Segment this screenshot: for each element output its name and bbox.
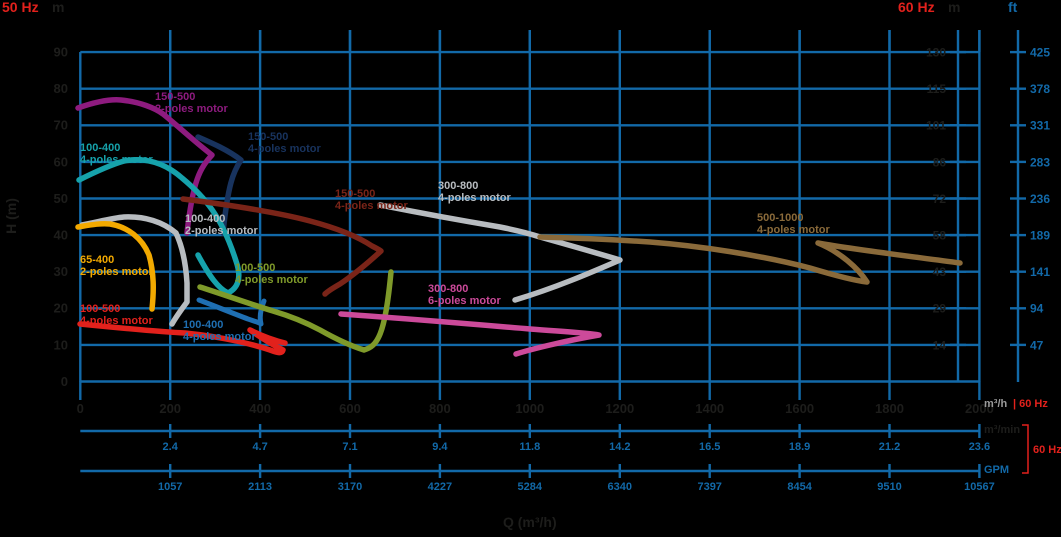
- svg-text:300-800: 300-800: [438, 180, 478, 192]
- svg-text:0: 0: [77, 401, 84, 416]
- svg-text:14: 14: [933, 338, 947, 352]
- svg-text:5284: 5284: [518, 481, 543, 493]
- svg-text:800: 800: [429, 401, 451, 416]
- svg-text:80: 80: [54, 81, 68, 96]
- svg-text:150-500: 150-500: [335, 188, 375, 200]
- svg-text:H (m): H (m): [3, 198, 19, 234]
- svg-text:100-400: 100-400: [183, 319, 223, 331]
- svg-text:2-poles motor: 2-poles motor: [185, 225, 258, 237]
- svg-text:94: 94: [1030, 302, 1044, 316]
- svg-text:115: 115: [927, 82, 947, 96]
- svg-text:7397: 7397: [697, 481, 721, 493]
- svg-text:4-poles motor: 4-poles motor: [248, 143, 321, 155]
- svg-text:60 Hz: 60 Hz: [898, 0, 935, 15]
- svg-text:2-poles motor: 2-poles motor: [155, 103, 228, 115]
- svg-text:65-400: 65-400: [80, 254, 114, 266]
- svg-text:2113: 2113: [248, 481, 272, 493]
- svg-text:10567: 10567: [964, 481, 995, 493]
- svg-text:4-poles motor: 4-poles motor: [757, 224, 830, 236]
- svg-text:30: 30: [54, 264, 68, 279]
- svg-text:40: 40: [54, 228, 68, 243]
- svg-text:1600: 1600: [785, 401, 814, 416]
- svg-text:18.9: 18.9: [789, 441, 810, 453]
- svg-text:29: 29: [933, 302, 947, 316]
- svg-text:100-400: 100-400: [80, 142, 120, 154]
- svg-text:331: 331: [1030, 119, 1050, 133]
- svg-text:90: 90: [54, 45, 68, 60]
- svg-text:43: 43: [933, 265, 947, 279]
- svg-text:150-500: 150-500: [155, 91, 195, 103]
- svg-text:100-500: 100-500: [235, 262, 275, 274]
- svg-text:4-poles motor: 4-poles motor: [80, 154, 153, 166]
- svg-text:60 Hz: 60 Hz: [1033, 444, 1061, 456]
- svg-text:9.4: 9.4: [432, 441, 448, 453]
- svg-text:425: 425: [1030, 46, 1050, 60]
- svg-text:2.4: 2.4: [163, 441, 179, 453]
- svg-text:4-poles motor: 4-poles motor: [80, 315, 153, 327]
- svg-text:141: 141: [1030, 265, 1050, 279]
- svg-text:2-poles motor: 2-poles motor: [80, 266, 153, 278]
- svg-text:50 Hz: 50 Hz: [2, 0, 39, 15]
- svg-text:150-500: 150-500: [248, 131, 288, 143]
- svg-text:189: 189: [1030, 229, 1050, 243]
- svg-text:4-poles motor: 4-poles motor: [183, 331, 256, 343]
- svg-text:0: 0: [61, 374, 68, 389]
- svg-text:236: 236: [1030, 192, 1050, 206]
- svg-text:47: 47: [1030, 338, 1044, 352]
- svg-text:4-poles motor: 4-poles motor: [335, 200, 408, 212]
- svg-text:ft: ft: [1008, 0, 1018, 15]
- svg-text:70: 70: [54, 118, 68, 133]
- svg-text:23.6: 23.6: [969, 441, 990, 453]
- svg-text:1400: 1400: [695, 401, 724, 416]
- svg-text:m: m: [52, 0, 64, 15]
- svg-text:GPM: GPM: [984, 464, 1009, 476]
- svg-text:86: 86: [933, 155, 947, 169]
- svg-text:14.2: 14.2: [609, 441, 630, 453]
- svg-text:7.1: 7.1: [342, 441, 357, 453]
- svg-text:Q (m³/h): Q (m³/h): [503, 514, 557, 530]
- svg-text:4-poles motor: 4-poles motor: [438, 192, 511, 204]
- svg-text:1000: 1000: [515, 401, 544, 416]
- svg-text:50: 50: [54, 191, 68, 206]
- svg-text:16.5: 16.5: [699, 441, 720, 453]
- svg-text:10: 10: [54, 337, 68, 352]
- svg-text:3170: 3170: [338, 481, 362, 493]
- svg-text:4.7: 4.7: [252, 441, 267, 453]
- svg-text:| 60 Hz: | 60 Hz: [1013, 398, 1048, 410]
- svg-text:1200: 1200: [605, 401, 634, 416]
- svg-text:101: 101: [926, 119, 946, 133]
- svg-text:378: 378: [1030, 82, 1050, 96]
- svg-text:1057: 1057: [158, 481, 182, 493]
- svg-text:60: 60: [54, 154, 68, 169]
- svg-text:m³/h: m³/h: [984, 398, 1008, 410]
- svg-text:100-400: 100-400: [185, 213, 225, 225]
- svg-text:58: 58: [933, 229, 947, 243]
- svg-text:11.8: 11.8: [519, 441, 540, 453]
- svg-text:130: 130: [926, 46, 946, 60]
- svg-text:600: 600: [339, 401, 361, 416]
- svg-text:72: 72: [933, 192, 947, 206]
- svg-text:100-500: 100-500: [80, 303, 120, 315]
- svg-text:m³/min: m³/min: [984, 424, 1020, 436]
- svg-text:9510: 9510: [877, 481, 901, 493]
- svg-text:500-1000: 500-1000: [757, 212, 804, 224]
- svg-text:21.2: 21.2: [879, 441, 900, 453]
- svg-text:200: 200: [159, 401, 181, 416]
- svg-text:6340: 6340: [608, 481, 632, 493]
- svg-text:1800: 1800: [875, 401, 904, 416]
- svg-text:300-800: 300-800: [428, 283, 468, 295]
- svg-text:20: 20: [54, 301, 68, 316]
- svg-text:m: m: [948, 0, 960, 15]
- svg-text:400: 400: [249, 401, 271, 416]
- svg-text:6-poles motor: 6-poles motor: [428, 295, 501, 307]
- svg-text:4-poles motor: 4-poles motor: [235, 274, 308, 286]
- svg-text:8454: 8454: [787, 481, 812, 493]
- svg-text:4227: 4227: [428, 481, 452, 493]
- svg-text:283: 283: [1030, 155, 1050, 169]
